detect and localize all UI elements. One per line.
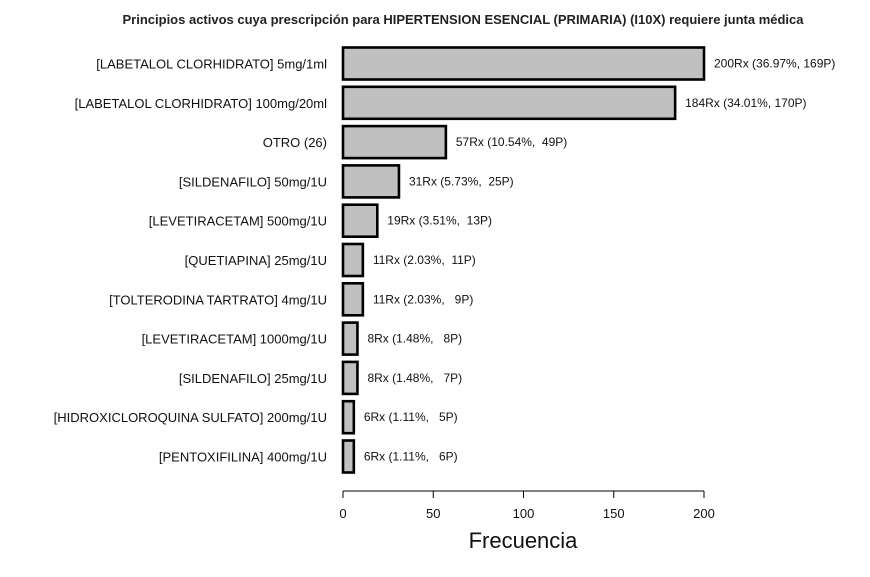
bar bbox=[341, 399, 356, 435]
data-label: 6Rx (1.11%, 6P) bbox=[364, 450, 458, 464]
x-tick-label: 50 bbox=[426, 506, 440, 521]
data-label: 11Rx (2.03%, 11P) bbox=[373, 253, 476, 267]
data-label: 57Rx (10.54%, 49P) bbox=[456, 135, 567, 149]
bar bbox=[341, 203, 379, 238]
bar bbox=[341, 85, 677, 121]
x-axis-title: Frecuencia bbox=[469, 528, 579, 553]
data-label: 6Rx (1.11%, 5P) bbox=[364, 410, 458, 424]
x-tick-label: 150 bbox=[603, 506, 625, 521]
category-label: [SILDENAFILO] 50mg/1U bbox=[179, 174, 327, 189]
data-label: 200Rx (36.97%, 169P) bbox=[714, 57, 835, 71]
data-label: 184Rx (34.01%, 170P) bbox=[685, 96, 806, 110]
data-label: 8Rx (1.48%, 7P) bbox=[367, 371, 462, 385]
x-tick-label: 100 bbox=[513, 506, 535, 521]
bars-group bbox=[341, 46, 706, 474]
data-label: 19Rx (3.51%, 13P) bbox=[387, 214, 492, 228]
category-label: [LABETALOL CLORHIDRATO] 100mg/20ml bbox=[75, 96, 327, 111]
category-label: [SILDENAFILO] 25mg/1U bbox=[179, 371, 327, 386]
bar bbox=[341, 124, 448, 160]
bar bbox=[341, 439, 356, 474]
x-axis: 0 50 100 150 200 bbox=[339, 490, 715, 521]
bar bbox=[341, 164, 401, 199]
x-tick-label: 0 bbox=[339, 506, 346, 521]
category-label: [TOLTERODINA TARTRATO] 4mg/1U bbox=[109, 292, 327, 307]
bar bbox=[341, 242, 365, 278]
category-label: [HIDROXICLOROQUINA SULFATO] 200mg/1U bbox=[54, 410, 327, 425]
chart-title: Principios activos cuya prescripción par… bbox=[123, 12, 805, 27]
bar bbox=[341, 321, 359, 356]
bar bbox=[341, 281, 365, 317]
data-label: 8Rx (1.48%, 8P) bbox=[367, 332, 462, 346]
category-label: [LABETALOL CLORHIDRATO] 5mg/1ml bbox=[96, 57, 327, 72]
data-label: 31Rx (5.73%, 25P) bbox=[409, 174, 514, 188]
data-labels-group: 200Rx (36.97%, 169P) 184Rx (34.01%, 170P)… bbox=[364, 57, 836, 464]
category-labels-group: [LABETALOL CLORHIDRATO] 5mg/1ml [LABETALO… bbox=[54, 57, 327, 465]
category-label: OTRO (26) bbox=[263, 135, 327, 150]
category-label: [QUETIAPINA] 25mg/1U bbox=[185, 253, 327, 268]
category-label: [LEVETIRACETAM] 1000mg/1U bbox=[142, 332, 327, 347]
x-tick-label: 200 bbox=[693, 506, 715, 521]
data-label: 11Rx (2.03%, 9P) bbox=[373, 292, 474, 306]
bar bbox=[341, 360, 359, 396]
category-label: [PENTOXIFILINA] 400mg/1U bbox=[159, 450, 327, 465]
category-label: [LEVETIRACETAM] 500mg/1U bbox=[149, 214, 327, 229]
bar bbox=[341, 46, 706, 81]
